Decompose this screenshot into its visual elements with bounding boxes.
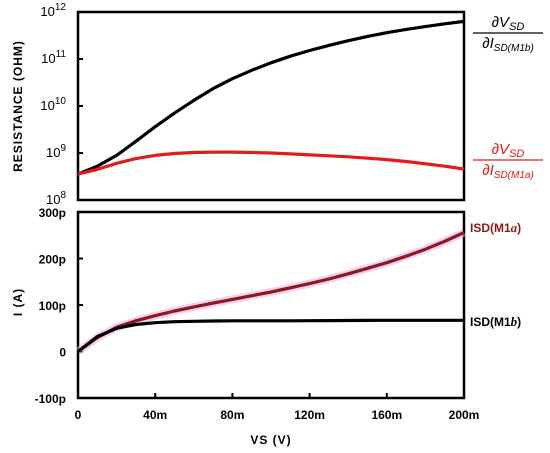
denominator-symbol: ∂I <box>482 35 494 52</box>
series-line <box>77 231 465 353</box>
x-tick-label: 0 <box>75 408 82 422</box>
plot-frame <box>76 210 466 400</box>
series-label-variable: b <box>511 314 518 329</box>
x-tick-label: 40m <box>143 408 167 422</box>
numerator-symbol: ∂V <box>492 14 511 31</box>
y-tick-label: 100p <box>39 299 66 313</box>
y-tick-exponent: 10 <box>55 96 67 107</box>
y-tick-label: 1011 <box>41 49 66 66</box>
x-tick-label: 80m <box>220 408 244 422</box>
y-tick-label: 108 <box>46 190 66 207</box>
legend-m1b-numerator: ∂VSD <box>492 14 525 33</box>
y-axis-label: I (A) <box>11 288 25 316</box>
y-tick-base: 10 <box>41 51 55 66</box>
plot-frame <box>76 10 466 202</box>
y-tick-label: 0 <box>59 346 66 360</box>
numerator-subscript: SD <box>509 148 524 160</box>
legend-m1b-denominator: ∂ISD(M1b) <box>482 35 534 54</box>
series-label-main: ISD(M1 <box>470 315 511 329</box>
series-line <box>77 318 464 353</box>
x-tick-label: 160m <box>371 408 402 422</box>
y-tick-base: 10 <box>46 145 60 160</box>
current-plot: -100p 0 100p 200p 300p 0 40m 80m 120m 160m 200m ISD… <box>11 206 521 447</box>
y-tick-exponent: 11 <box>56 49 67 60</box>
y-tick-base: 10 <box>40 98 54 113</box>
y-tick-label: 200p <box>39 253 66 267</box>
numerator-subscript: SD <box>509 21 524 33</box>
y-tick-exponent: 9 <box>60 143 66 154</box>
series-line <box>77 19 465 176</box>
numerator-symbol: ∂V <box>492 141 511 158</box>
denominator-subscript: SD(M1a) <box>494 170 534 181</box>
series-label-m1b: ISD(M1b) <box>470 314 521 329</box>
legend-m1a-denominator: ∂ISD(M1a) <box>482 162 534 181</box>
series-label-m1a: ISD(M1a) <box>470 220 521 235</box>
x-axis-label: VS (V) <box>250 433 291 447</box>
y-tick-base: 10 <box>46 192 60 207</box>
series-label-end: ) <box>517 315 521 329</box>
series-label-variable: a <box>511 220 518 235</box>
x-tick-label: 120m <box>294 408 325 422</box>
series-line <box>77 150 465 176</box>
y-tick-label: 300p <box>39 206 66 220</box>
y-tick-label: 1010 <box>40 96 66 113</box>
y-tick-label: 109 <box>46 143 66 160</box>
denominator-subscript: SD(M1b) <box>494 43 534 54</box>
denominator-symbol: ∂I <box>482 162 494 179</box>
legend-m1a-numerator: ∂VSD <box>492 141 525 160</box>
y-tick-exponent: 8 <box>60 190 66 201</box>
y-tick-base: 10 <box>40 4 54 19</box>
x-tick-label: 200m <box>449 408 480 422</box>
series-label-end: ) <box>517 221 521 235</box>
y-axis-label: RESISTANCE (OHM) <box>11 40 25 172</box>
y-tick-label: -100p <box>35 392 66 406</box>
series-label-main: ISD(M1 <box>470 221 511 235</box>
y-tick-label: 1012 <box>40 2 66 19</box>
y-tick-exponent: 12 <box>55 2 67 13</box>
